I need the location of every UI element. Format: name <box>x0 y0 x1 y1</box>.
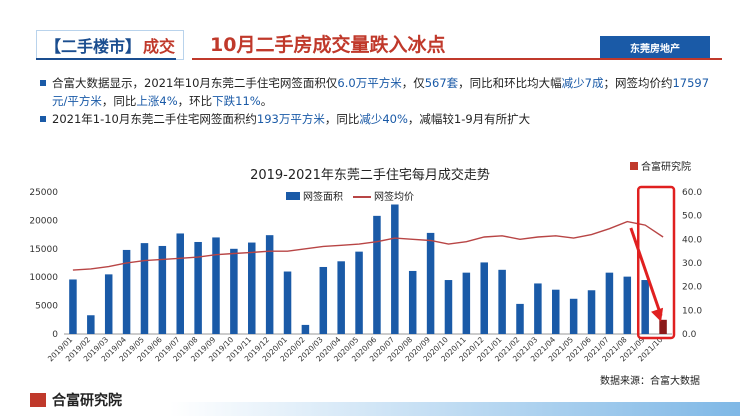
bar <box>516 303 524 334</box>
bullet-icon <box>40 80 46 86</box>
bar <box>212 237 220 334</box>
bar <box>391 204 399 334</box>
bullet-2-text: 2021年1-10月东莞二手住宅网签面积约193万平方米，同比减少40%，减幅较… <box>52 112 531 126</box>
y-right-tick-label: 20.0 <box>682 283 702 293</box>
bullet-1-text: 合富大数据显示，2021年10月东莞二手住宅网签面积仅6.0万平方米，仅567套… <box>52 76 710 108</box>
y-left-tick-label: 20000 <box>29 216 58 226</box>
chart-title: 2019-2021年东莞二手住宅每月成交走势 <box>250 168 490 183</box>
bar <box>248 242 256 334</box>
bar <box>605 272 614 334</box>
bullet-1: 合富大数据显示，2021年10月东莞二手住宅网签面积仅6.0万平方米，仅567套… <box>40 74 720 110</box>
footer-logo: 合富研究院 <box>30 390 122 410</box>
bullet-icon <box>40 116 46 122</box>
bar <box>355 251 363 334</box>
bar <box>659 319 667 334</box>
bar <box>301 324 310 334</box>
summary-bullets: 合富大数据显示，2021年10月东莞二手住宅网签面积仅6.0万平方米，仅567套… <box>40 74 720 128</box>
bar <box>534 283 542 334</box>
price-line <box>72 220 664 271</box>
y-right-tick-label: 30.0 <box>682 259 702 269</box>
bar <box>462 272 471 334</box>
divider-right <box>192 58 722 60</box>
bar <box>408 270 417 334</box>
y-left-tick-label: 5000 <box>35 302 58 312</box>
bullet-2: 2021年1-10月东莞二手住宅网签面积约193万平方米，同比减少40%，减幅较… <box>40 110 720 128</box>
bar <box>283 271 292 334</box>
bar <box>337 261 345 334</box>
bar <box>480 262 488 334</box>
bar <box>265 235 274 334</box>
legend-line: 网签均价 <box>353 188 414 203</box>
arrow-shaft <box>629 227 663 317</box>
chart-logo: 合富研究院 <box>630 158 691 173</box>
bar <box>158 245 167 334</box>
bar <box>87 315 95 334</box>
y-right-tick-label: 40.0 <box>682 235 702 245</box>
bar <box>104 274 113 334</box>
brand-badge: 东莞房地产 <box>600 36 710 58</box>
bar <box>319 266 328 334</box>
bar <box>587 290 596 334</box>
bar <box>373 215 381 334</box>
page-title: 10月二手房成交量跌入冰点 <box>210 34 446 56</box>
data-source: 数据来源：合富大数据 <box>600 376 700 387</box>
header: 【二手楼市】 成交 10月二手房成交量跌入冰点 东莞房地产 <box>0 0 740 64</box>
arrow-head <box>651 307 664 322</box>
y-left-tick-label: 10000 <box>29 273 58 283</box>
bar <box>176 233 184 334</box>
bar <box>552 289 560 334</box>
divider-left <box>36 58 176 60</box>
bar <box>569 298 578 334</box>
y-right-tick-label: 10.0 <box>682 306 702 316</box>
bar <box>623 276 632 334</box>
chart-legend: 网签面积 网签均价 <box>286 188 414 203</box>
bar <box>122 249 131 334</box>
bar <box>426 232 435 334</box>
bar <box>140 243 149 334</box>
section-tag-sub: 成交 <box>143 37 176 56</box>
y-right-tick-label: 60.0 <box>682 188 702 198</box>
y-left-tick-label: 25000 <box>29 188 58 198</box>
bar <box>444 280 453 334</box>
bar <box>641 280 649 334</box>
highlight-box <box>636 185 676 340</box>
bar <box>194 241 202 334</box>
section-tag-main: 【二手楼市】 <box>45 37 142 56</box>
y-left-tick-label: 0 <box>52 330 58 340</box>
bar <box>230 248 238 334</box>
y-right-tick-label: 0.0 <box>682 330 697 340</box>
bar <box>69 279 77 334</box>
footer-logo-icon <box>30 393 46 407</box>
y-right-tick-label: 50.0 <box>682 212 702 222</box>
logo-icon <box>630 161 638 170</box>
y-left-tick-label: 15000 <box>29 245 58 255</box>
legend-bar: 网签面积 <box>286 188 343 203</box>
footer-bar <box>170 402 740 416</box>
bar <box>498 269 506 334</box>
